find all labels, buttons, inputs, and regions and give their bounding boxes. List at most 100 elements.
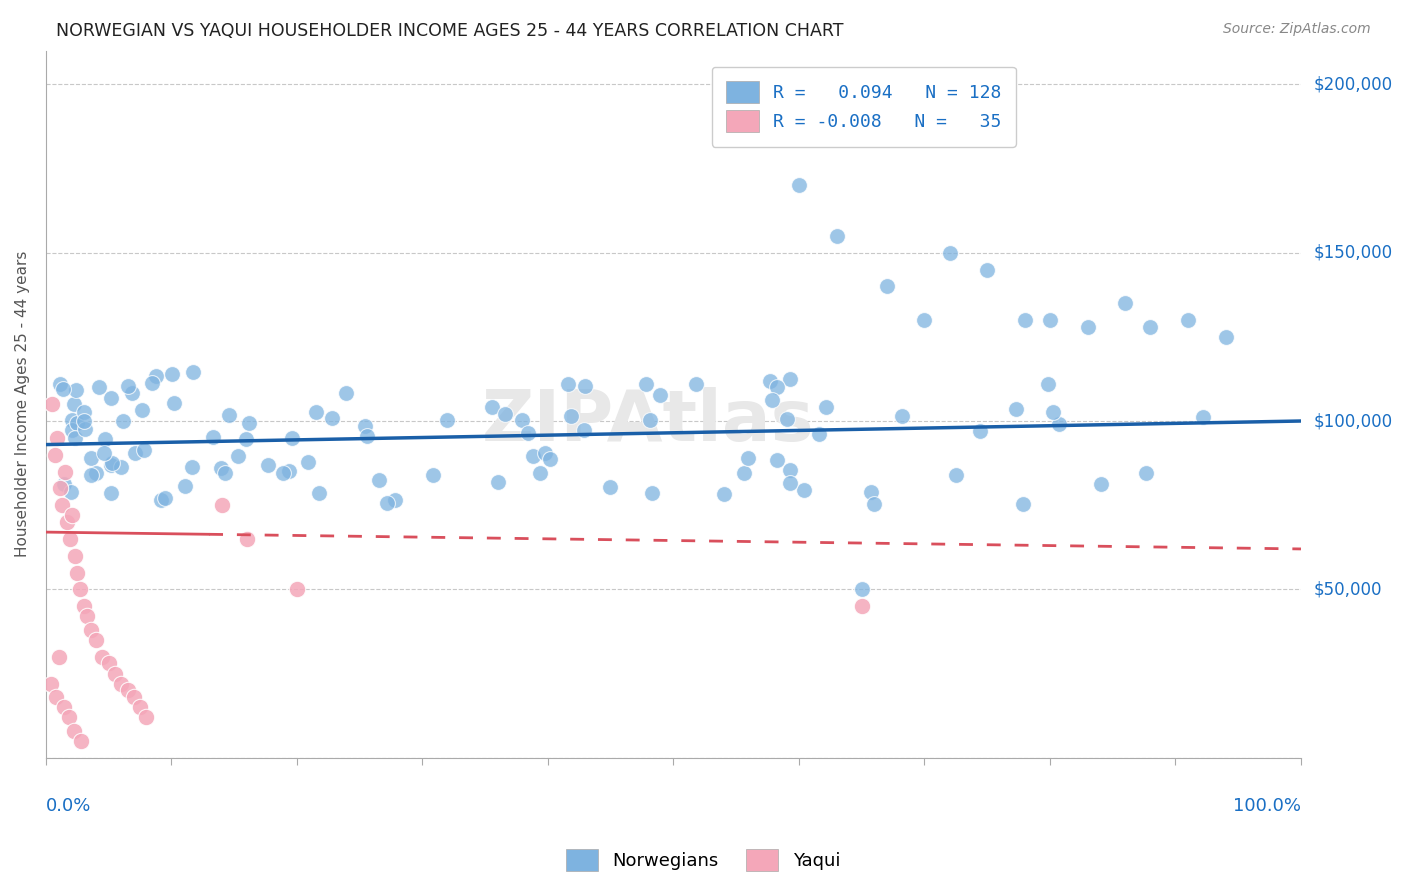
Point — [308, 486, 330, 500]
Point — [87, 380, 110, 394]
Text: NORWEGIAN VS YAQUI HOUSEHOLDER INCOME AGES 25 - 44 YEARS CORRELATION CHART: NORWEGIAN VS YAQUI HOUSEHOLDER INCOME AG… — [56, 22, 844, 40]
Point — [145, 368, 167, 383]
Point — [209, 460, 232, 475]
Point — [713, 487, 735, 501]
Point — [807, 426, 830, 441]
Point — [60, 413, 83, 427]
Point — [976, 262, 998, 277]
Point — [60, 508, 83, 523]
Point — [685, 377, 707, 392]
Point — [1114, 296, 1136, 310]
Point — [1139, 319, 1161, 334]
Point — [481, 400, 503, 414]
Point — [153, 491, 176, 506]
Point — [1135, 467, 1157, 481]
Y-axis label: Householder Income Ages 25 - 44 years: Householder Income Ages 25 - 44 years — [15, 251, 30, 558]
Point — [65, 384, 87, 398]
Point — [375, 496, 398, 510]
Point — [517, 425, 540, 440]
Point — [761, 393, 783, 408]
Point — [52, 477, 75, 491]
Point — [494, 407, 516, 421]
Point — [367, 473, 389, 487]
Point — [779, 476, 801, 491]
Point — [257, 458, 280, 472]
Point — [1036, 377, 1059, 392]
Point — [117, 683, 139, 698]
Point — [100, 486, 122, 500]
Point — [529, 466, 551, 480]
Point — [150, 493, 173, 508]
Point — [226, 449, 249, 463]
Point — [75, 422, 97, 436]
Point — [851, 582, 873, 597]
Point — [557, 377, 579, 392]
Point — [969, 424, 991, 438]
Point — [638, 413, 661, 427]
Point — [862, 498, 884, 512]
Point — [422, 467, 444, 482]
Point — [779, 372, 801, 386]
Text: $50,000: $50,000 — [1313, 581, 1382, 599]
Point — [58, 710, 80, 724]
Point — [63, 431, 86, 445]
Point — [49, 481, 72, 495]
Point — [86, 466, 108, 480]
Point — [1047, 417, 1070, 431]
Point — [321, 411, 343, 425]
Text: $100,000: $100,000 — [1313, 412, 1393, 430]
Point — [46, 431, 69, 445]
Point — [236, 532, 259, 546]
Point — [297, 455, 319, 469]
Point — [160, 368, 183, 382]
Point — [851, 599, 873, 614]
Point — [634, 376, 657, 391]
Point — [945, 467, 967, 482]
Point — [758, 374, 780, 388]
Point — [201, 430, 224, 444]
Point — [66, 416, 89, 430]
Point — [52, 382, 75, 396]
Point — [93, 446, 115, 460]
Point — [891, 409, 914, 423]
Point — [765, 380, 787, 394]
Text: 0.0%: 0.0% — [46, 797, 91, 814]
Point — [80, 623, 103, 637]
Point — [63, 397, 86, 411]
Point — [56, 515, 79, 529]
Point — [101, 456, 124, 470]
Point — [599, 480, 621, 494]
Point — [1215, 330, 1237, 344]
Point — [876, 279, 898, 293]
Point — [39, 676, 62, 690]
Point — [110, 676, 132, 690]
Point — [174, 478, 197, 492]
Point — [776, 411, 799, 425]
Point — [48, 649, 70, 664]
Point — [181, 366, 204, 380]
Point — [779, 463, 801, 477]
Point — [641, 485, 664, 500]
Point — [1077, 319, 1099, 334]
Point — [1014, 313, 1036, 327]
Text: $200,000: $200,000 — [1313, 75, 1393, 94]
Text: ZIPAtlas: ZIPAtlas — [482, 386, 814, 456]
Point — [285, 582, 308, 597]
Point — [793, 483, 815, 497]
Point — [122, 690, 145, 704]
Point — [59, 485, 82, 500]
Point — [121, 386, 143, 401]
Point — [129, 700, 152, 714]
Point — [356, 429, 378, 443]
Point — [131, 402, 153, 417]
Point — [84, 632, 107, 647]
Point — [60, 423, 83, 437]
Point — [66, 566, 89, 580]
Point — [72, 599, 94, 614]
Point — [825, 228, 848, 243]
Point — [278, 464, 301, 478]
Point — [650, 388, 672, 402]
Point — [1177, 313, 1199, 327]
Point — [135, 710, 157, 724]
Point — [1005, 402, 1028, 417]
